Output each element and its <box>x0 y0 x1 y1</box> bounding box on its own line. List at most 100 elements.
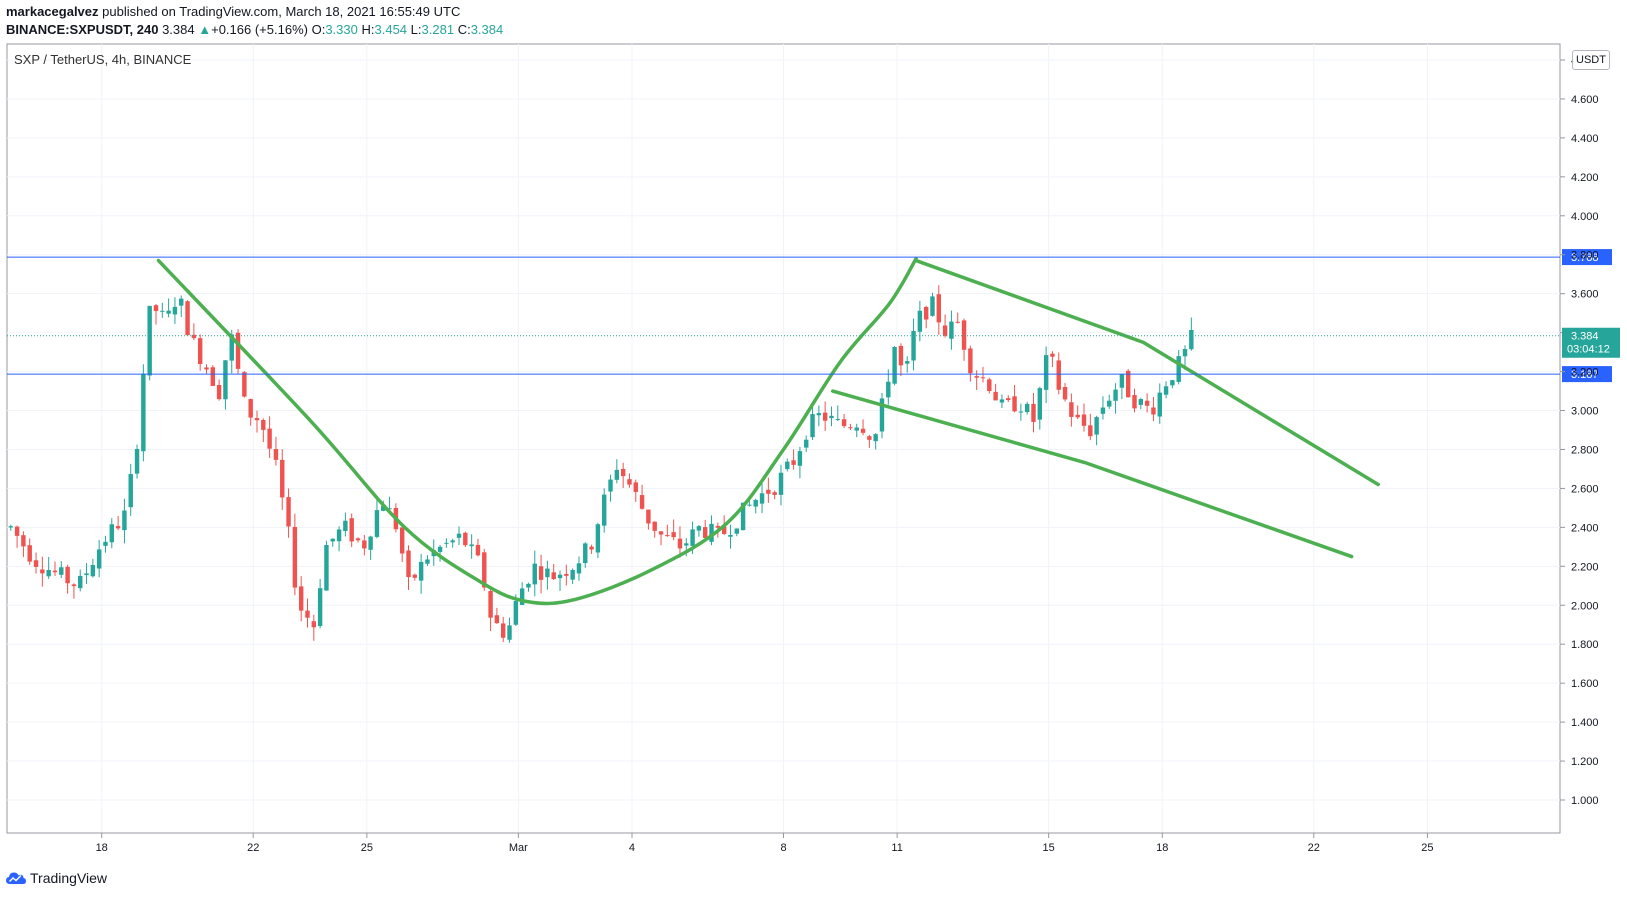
candle-body <box>526 583 531 588</box>
candle-body <box>987 379 992 392</box>
candle-body <box>475 544 481 556</box>
candle-body <box>305 610 310 618</box>
candle-body <box>1037 388 1043 420</box>
candle-body <box>772 492 777 495</box>
horizontal-levels[interactable]: 3.788 3.187 <box>7 249 1612 383</box>
candle-body <box>1094 417 1099 435</box>
candle-body <box>191 334 197 339</box>
candle-body <box>40 569 45 574</box>
candle-body <box>141 373 146 452</box>
candle-body <box>115 526 121 529</box>
symbol-info: BINANCE:SXPUSDT, 240 3.384 ▲+0.166 (+5.1… <box>6 22 503 37</box>
candle-body <box>179 298 184 306</box>
candle-body <box>1138 399 1144 405</box>
candle-body <box>841 419 847 427</box>
last-price: 3.384 <box>162 22 195 37</box>
tradingview-brand[interactable]: TradingView <box>6 870 107 886</box>
candle-body <box>406 550 411 578</box>
candle-body <box>519 588 525 605</box>
price-tick-label: 3.200 <box>1571 367 1599 379</box>
level-tag <box>1562 366 1612 383</box>
candle-body <box>822 412 828 421</box>
currency-button[interactable]: USDT <box>1572 50 1610 70</box>
price-tick-label: 1.400 <box>1571 717 1599 729</box>
candle-body <box>583 543 588 564</box>
time-tick-label: Mar <box>509 842 528 854</box>
open-label: O: <box>311 22 326 37</box>
candle-body <box>500 623 506 638</box>
candle-body <box>1006 398 1011 400</box>
close-label: C: <box>457 22 471 37</box>
candle-body <box>1024 403 1030 413</box>
price-tick-label: 1.800 <box>1571 639 1599 651</box>
candle-body <box>633 482 638 492</box>
time-tick-label: 15 <box>1043 842 1055 854</box>
candle-body <box>418 561 424 581</box>
candle-body <box>261 420 266 430</box>
candle-body <box>399 527 405 554</box>
last-price-box <box>1562 327 1620 358</box>
candle-body <box>216 384 222 400</box>
candle-body <box>1107 400 1112 407</box>
candle-body <box>166 310 171 314</box>
candle-body <box>286 497 291 527</box>
candle-body <box>8 526 13 528</box>
candle-body <box>740 502 746 531</box>
candle-body <box>753 499 758 507</box>
time-tick-label: 25 <box>1421 842 1433 854</box>
candle-body <box>576 563 582 574</box>
time-tick-label: 25 <box>361 842 373 854</box>
level-label: 3.187 <box>1571 369 1599 381</box>
candle-body <box>172 306 178 315</box>
candle-body <box>759 493 765 504</box>
time-axis[interactable]: 18 22 25 Mar 4 8 11 15 18 22 25 <box>96 833 1434 854</box>
candle-body <box>267 428 272 449</box>
last-price-value: 3.384 <box>1571 331 1599 343</box>
low-label: L: <box>410 22 422 37</box>
price-axis[interactable]: 4.8004.6004.4004.2004.0003.8003.6003.400… <box>1560 55 1599 807</box>
price-tick-label: 2.000 <box>1571 600 1599 612</box>
author-name[interactable]: markacegalvez <box>6 4 99 19</box>
candle-body <box>993 391 998 401</box>
candle-body <box>425 559 430 564</box>
grid <box>7 44 1560 834</box>
candle-body <box>1081 414 1087 426</box>
candle-body <box>848 427 853 429</box>
candle-body <box>90 564 96 577</box>
candle-body <box>513 601 519 625</box>
candle-body <box>816 413 822 416</box>
candle-body <box>134 449 140 474</box>
candle-body <box>14 526 20 536</box>
candle-body <box>980 377 986 379</box>
candle-body <box>494 615 500 624</box>
candle-body <box>639 495 645 509</box>
candle-body <box>961 320 967 350</box>
candle-body <box>658 531 664 535</box>
candle-body <box>469 544 474 547</box>
candle-body <box>545 568 550 578</box>
candle-body <box>804 439 809 448</box>
candle-body <box>1043 355 1049 390</box>
candle-body <box>456 533 462 538</box>
candle-body <box>330 538 335 542</box>
candle-body <box>873 434 878 442</box>
candle-body <box>955 321 960 323</box>
candle-body <box>785 461 790 470</box>
candle-body <box>317 588 323 627</box>
time-tick-label: 8 <box>780 842 786 854</box>
candle-body <box>532 563 537 585</box>
candle-body <box>160 310 165 312</box>
time-tick-label: 18 <box>1156 842 1168 854</box>
candle-body <box>911 330 916 361</box>
candle-body <box>84 573 89 576</box>
candle-body <box>147 305 152 376</box>
candle-body <box>968 348 973 374</box>
candle-body <box>153 305 159 312</box>
candle-body <box>936 294 942 323</box>
time-tick-label: 18 <box>96 842 108 854</box>
candle-body <box>942 325 948 336</box>
chart-legend[interactable]: SXP / TetherUS, 4h, BINANCE <box>14 52 192 67</box>
candle-body <box>59 567 64 575</box>
